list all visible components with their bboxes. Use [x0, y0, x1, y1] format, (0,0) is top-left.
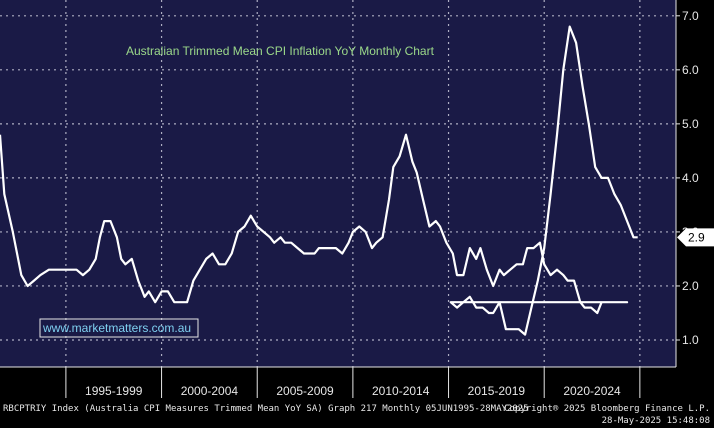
- x-tick-label: 2005-2009: [276, 384, 334, 398]
- last-value-marker: 2.9: [677, 228, 714, 247]
- y-tick-label: 7.0: [682, 9, 699, 23]
- x-tick-label: 2010-2014: [372, 384, 430, 398]
- footer-source: RBCPTRIY Index (Australia CPI Measures T…: [3, 404, 529, 414]
- last-value-label: 2.9: [688, 230, 705, 244]
- series-line: [0, 25, 638, 336]
- cpi-line-chart: 1.02.03.04.05.06.07.01995-19992000-20042…: [0, 0, 714, 398]
- x-tick-label: 2015-2019: [468, 384, 526, 398]
- plot-area: [0, 0, 676, 367]
- footer-copyright: Copyright® 2025 Bloomberg Finance L.P.: [504, 404, 710, 414]
- watermark-box: [39, 318, 199, 338]
- axes: 1.02.03.04.05.06.07.01995-19992000-20042…: [0, 0, 699, 398]
- watermark-link[interactable]: www.marketmatters.com.au: [42, 321, 191, 335]
- x-tick-label: 2000-2004: [181, 384, 239, 398]
- chart-title: Australian Trimmed Mean CPI Inflation Yo…: [126, 44, 435, 58]
- grid-lines: [0, 0, 676, 367]
- x-tick-label: 2020-2024: [563, 384, 621, 398]
- last-value-tag: [677, 228, 714, 247]
- watermark[interactable]: www.marketmatters.com.au: [39, 318, 199, 338]
- y-tick-label: 5.0: [682, 117, 699, 131]
- y-tick-label: 1.0: [682, 333, 699, 347]
- footer-timestamp: 28-May-2025 15:48:08: [601, 416, 710, 426]
- x-tick-label: 1995-1999: [85, 384, 143, 398]
- y-tick-label: 4.0: [682, 171, 699, 185]
- y-tick-label: 2.0: [682, 279, 699, 293]
- series-layer: [0, 25, 638, 336]
- y-tick-label: 6.0: [682, 63, 699, 77]
